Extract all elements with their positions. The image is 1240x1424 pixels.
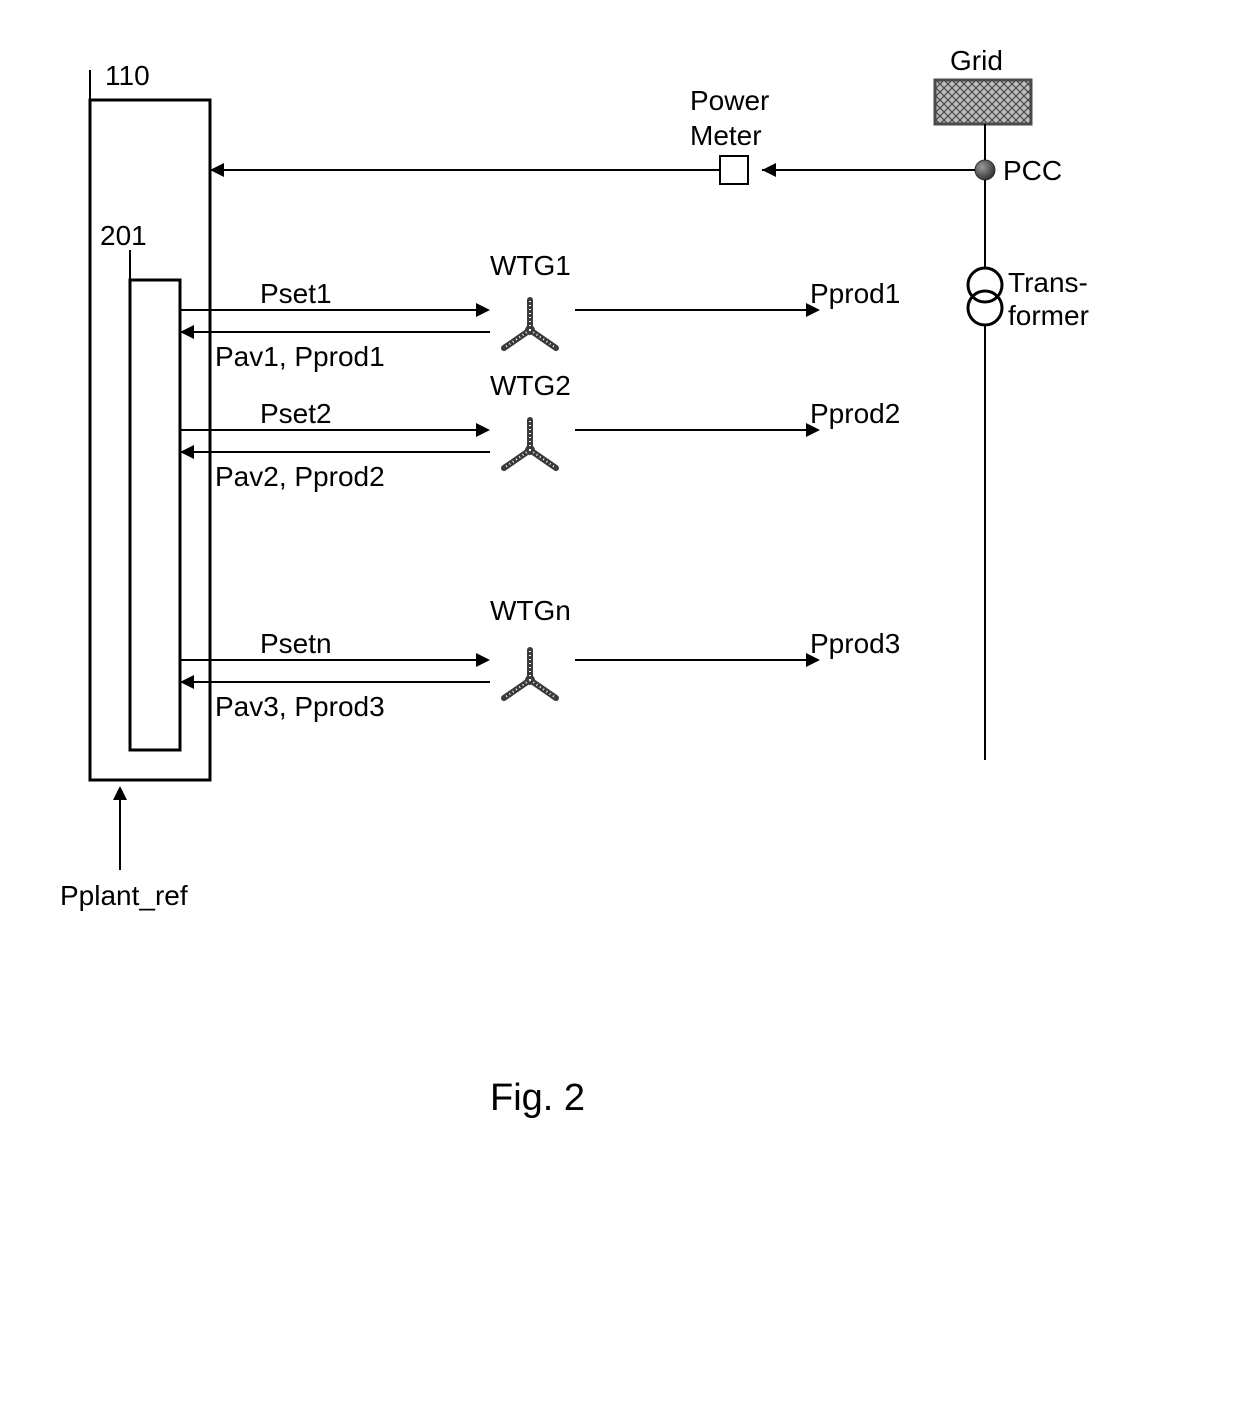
pplant-ref-arrow: Pplant_ref xyxy=(60,786,188,911)
turbine-icon xyxy=(504,420,556,468)
feedback-arrow xyxy=(210,163,975,177)
wtgn-name: WTGn xyxy=(490,595,571,626)
wtgn-pset: Psetn xyxy=(260,628,332,659)
wtg1-name: WTG1 xyxy=(490,250,571,281)
pplant-ref-label: Pplant_ref xyxy=(60,880,188,911)
power-meter-label-1: Power xyxy=(690,85,769,116)
wtg1-pset: Pset1 xyxy=(260,278,332,309)
pcc-label: PCC xyxy=(1003,155,1062,186)
transformer-label-1: Trans- xyxy=(1008,267,1088,298)
grid-label: Grid xyxy=(950,45,1003,76)
figure-label: Fig. 2 xyxy=(490,1077,585,1119)
controller-outer-ref: 110 xyxy=(105,60,150,91)
transformer-label-2: former xyxy=(1008,300,1089,331)
wtgn-pav: Pav3, Pprod3 xyxy=(215,691,385,722)
wtg2-pprod: Pprod2 xyxy=(810,398,900,429)
controller-inner: 201 xyxy=(100,220,180,750)
wtgn-pprod: Pprod3 xyxy=(810,628,900,659)
controller-outer: 110 xyxy=(90,60,210,780)
pcc-node: PCC xyxy=(975,155,1062,186)
turbine-icon xyxy=(504,650,556,698)
grid-box: Grid xyxy=(935,45,1031,124)
wtg-row-2: WTG2 Pset2 Pav2, Pprod2 Pprod2 xyxy=(180,370,900,492)
power-meter-label-2: Meter xyxy=(690,120,762,151)
wtg1-pprod: Pprod1 xyxy=(810,278,900,309)
wtg-row-n: WTGn Psetn Pav3, Pprod3 Pprod3 xyxy=(180,595,900,722)
turbine-icon xyxy=(504,300,556,348)
wtg-row-1: WTG1 Pset1 Pav1, Pprod1 Pprod1 xyxy=(180,250,985,372)
wtg2-pset: Pset2 xyxy=(260,398,332,429)
controller-inner-ref: 201 xyxy=(100,220,147,251)
wtg2-name: WTG2 xyxy=(490,370,571,401)
transformer-icon: Trans- former xyxy=(968,267,1089,331)
wtg2-pav: Pav2, Pprod2 xyxy=(215,461,385,492)
wtg1-pav: Pav1, Pprod1 xyxy=(215,341,385,372)
